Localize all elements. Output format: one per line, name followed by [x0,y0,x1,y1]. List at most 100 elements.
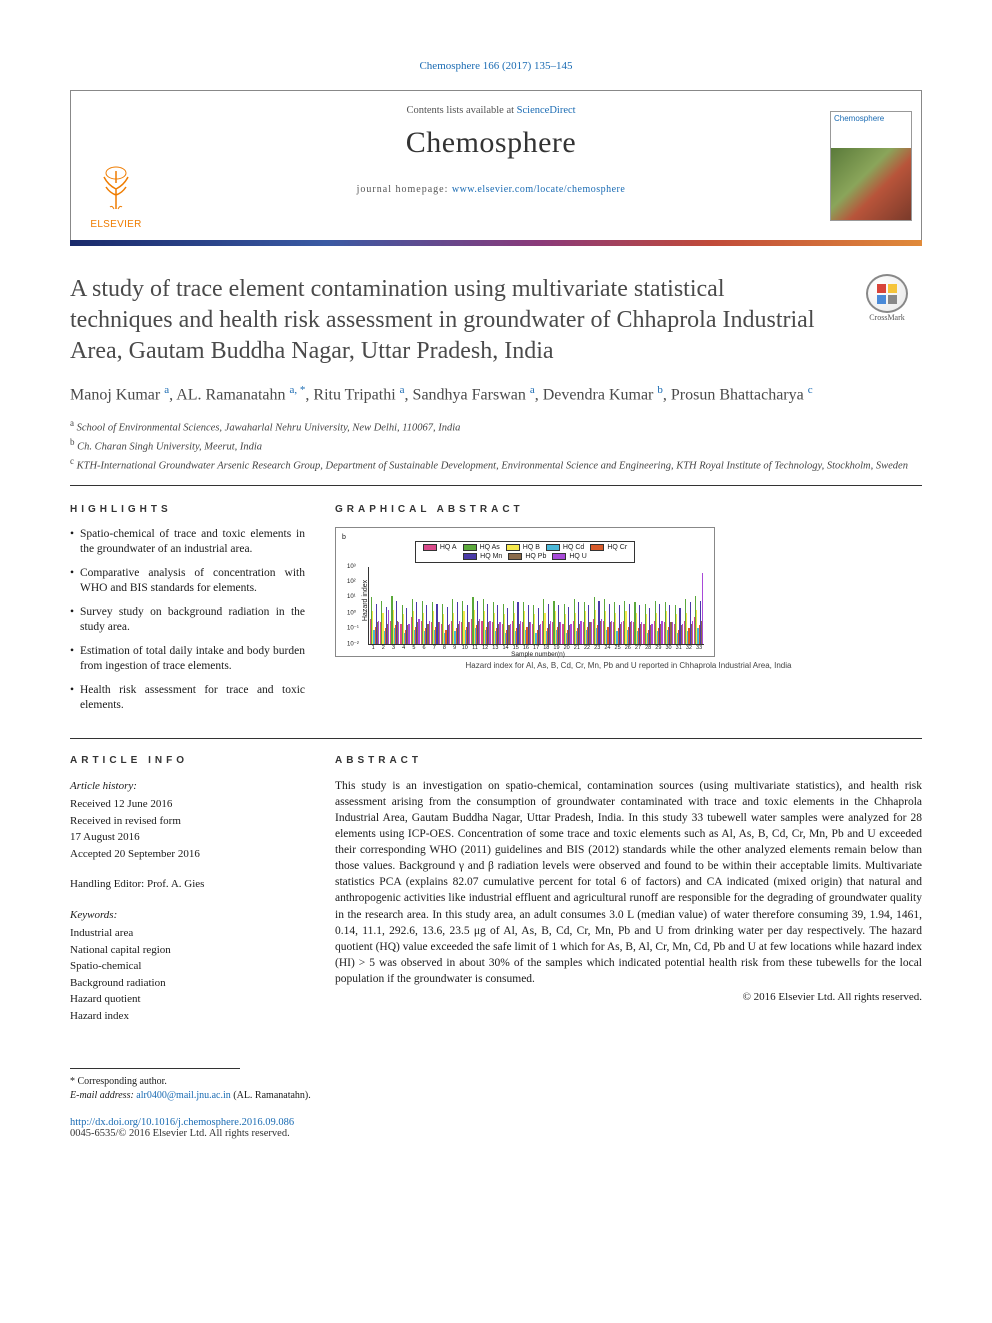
graphical-abstract: b HQ AHQ AsHQ BHQ CdHQ CrHQ MnHQ PbHQ U … [335,527,922,670]
cover-label: Chemosphere [831,112,911,148]
keyword-item: Background radiation [70,975,305,992]
footnote-separator [70,1068,240,1069]
bar-group [664,567,673,644]
authors-list: Manoj Kumar a, AL. Ramanatahn a, *, Ritu… [70,382,922,407]
bar-group [542,567,551,644]
highlights-list: Spatio-chemical of trace and toxic eleme… [70,527,305,714]
bar-group [431,567,440,644]
bar-group [674,567,683,644]
corr-author-label: * Corresponding author. [70,1075,922,1089]
homepage-link[interactable]: www.elsevier.com/locate/chemosphere [452,184,625,195]
elsevier-tree-icon [92,165,140,213]
bar-group [623,567,632,644]
bar-group [694,567,703,644]
divider [70,485,922,486]
bar-group [532,567,541,644]
email-label: E-mail address: [70,1090,136,1101]
chart-plot-area: Hazard index 10⁻²10⁻¹10⁰10¹10²10³ [368,567,704,645]
bar-group [461,567,470,644]
homepage-line: journal homepage: www.elsevier.com/locat… [161,184,821,195]
crossmark-button[interactable]: CrossMark [852,274,922,322]
chart-legend: HQ AHQ AsHQ BHQ CdHQ CrHQ MnHQ PbHQ U [415,541,635,563]
legend-item: HQ A [423,544,457,551]
contents-available-line: Contents lists available at ScienceDirec… [161,105,821,116]
highlight-item: Health risk assessment for trace and tox… [70,683,305,714]
bar-group [451,567,460,644]
legend-item: HQ B [506,544,540,551]
bar-group [654,567,663,644]
corr-email-link[interactable]: alr0400@mail.jnu.ac.in [136,1090,230,1101]
history-line: Received 12 June 2016 [70,796,305,813]
bar-group [512,567,521,644]
bar-group [522,567,531,644]
bar-group [502,567,511,644]
citation-line: Chemosphere 166 (2017) 135–145 [70,60,922,72]
keyword-item: Hazard quotient [70,991,305,1008]
journal-cover-thumb: Chemosphere [830,111,912,221]
legend-item: HQ Cr [590,544,627,551]
bar-group [613,567,622,644]
legend-item: HQ Pb [508,553,546,560]
corresponding-author-footnote: * Corresponding author. E-mail address: … [70,1075,922,1103]
bar-group [481,567,490,644]
bar-group [370,567,379,644]
divider [70,738,922,739]
bar-group [552,567,561,644]
history-line: Accepted 20 September 2016 [70,846,305,863]
publisher-name: ELSEVIER [90,219,141,230]
journal-name: Chemosphere [161,126,821,160]
bar-group [573,567,582,644]
bar-group [562,567,571,644]
doi-block: http://dx.doi.org/10.1016/j.chemosphere.… [70,1117,922,1139]
history-line: Received in revised form [70,813,305,830]
keyword-item: Hazard index [70,1008,305,1025]
highlight-item: Comparative analysis of concentration wi… [70,566,305,597]
journal-header: ELSEVIER Contents lists available at Sci… [70,90,922,240]
crossmark-icon [866,274,908,313]
article-history-label: Article history: [70,778,305,795]
keyword-item: Industrial area [70,925,305,942]
homepage-prefix: journal homepage: [357,184,452,195]
contents-prefix: Contents lists available at [406,105,516,116]
copyright-line: © 2016 Elsevier Ltd. All rights reserved… [335,991,922,1003]
issn-copyright: 0045-6535/© 2016 Elsevier Ltd. All right… [70,1128,290,1139]
abstract-text: This study is an investigation on spatio… [335,778,922,987]
article-info-label: ARTICLE INFO [70,755,305,766]
handling-editor: Handling Editor: Prof. A. Gies [70,876,305,893]
highlight-item: Survey study on background radiation in … [70,605,305,636]
bar-group [643,567,652,644]
crossmark-label: CrossMark [869,313,905,322]
bar-group [441,567,450,644]
bar-group [471,567,480,644]
chart-xaxis: 1234567891011121314151617181920212223242… [368,645,704,651]
highlight-item: Spatio-chemical of trace and toxic eleme… [70,527,305,558]
bar-group [684,567,693,644]
legend-item: HQ Mn [463,553,502,560]
doi-link[interactable]: http://dx.doi.org/10.1016/j.chemosphere.… [70,1117,294,1128]
hazard-index-chart: b HQ AHQ AsHQ BHQ CdHQ CrHQ MnHQ PbHQ U … [335,527,715,657]
sciencedirect-link[interactable]: ScienceDirect [517,105,576,116]
graphical-abstract-label: GRAPHICAL ABSTRACT [335,504,922,515]
highlight-item: Estimation of total daily intake and bod… [70,644,305,675]
article-title: A study of trace element contamination u… [70,274,832,368]
bar-group [390,567,399,644]
bar-group [380,567,389,644]
bar-group [421,567,430,644]
keyword-item: Spatio-chemical [70,958,305,975]
bar-group [492,567,501,644]
article-info: Article history: Received 12 June 2016Re… [70,778,305,1025]
history-line: 17 August 2016 [70,829,305,846]
affiliations: a School of Environmental Sciences, Jawa… [70,417,922,475]
cover-cell: Chemosphere [821,91,921,240]
chart-xlabel: Sample number(n) [368,651,708,658]
bar-group [583,567,592,644]
bar-group [411,567,420,644]
bar-group [603,567,612,644]
chart-caption: Hazard index for Al, As, B, Cd, Cr, Mn, … [335,661,922,670]
legend-item: HQ U [552,553,587,560]
keywords-label: Keywords: [70,907,305,924]
gradient-bar [70,240,922,246]
highlights-label: HIGHLIGHTS [70,504,305,515]
legend-item: HQ Cd [546,544,584,551]
abstract-label: ABSTRACT [335,755,922,766]
